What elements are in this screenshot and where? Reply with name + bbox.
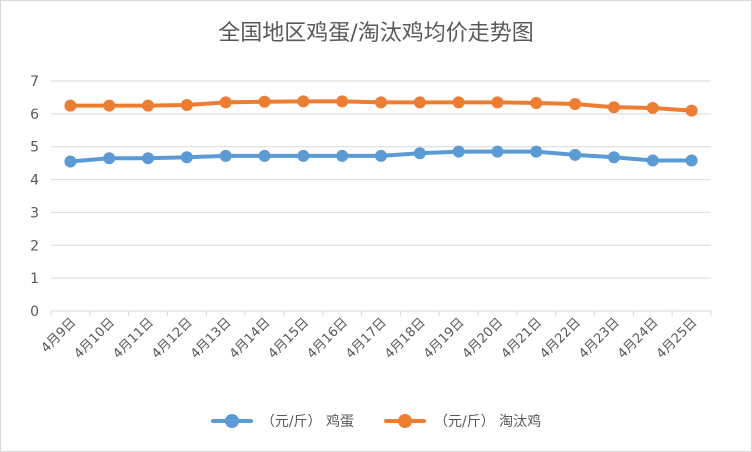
legend-item-hen: （元/斤） 淘汰鸡: [384, 411, 541, 431]
data-point-0-3: [180, 151, 193, 164]
chart-legend: （元/斤） 鸡蛋 （元/斤） 淘汰鸡: [1, 411, 751, 431]
data-point-1-2: [142, 99, 155, 112]
data-point-1-8: [375, 96, 387, 109]
y-tick-label: 7: [30, 74, 39, 90]
y-tick-label: 1: [30, 271, 39, 287]
x-tick-label: 4月12日: [149, 315, 196, 362]
legend-item-egg: （元/斤） 鸡蛋: [210, 411, 354, 431]
data-point-1-4: [219, 96, 232, 109]
data-point-0-12: [530, 145, 543, 158]
legend-label-egg: （元/斤） 鸡蛋: [260, 414, 354, 430]
x-tick-label: 4月14日: [227, 315, 274, 362]
data-point-1-7: [336, 95, 349, 108]
data-point-0-1: [103, 152, 116, 165]
data-point-1-0: [64, 99, 77, 112]
x-tick-label: 4月21日: [499, 315, 546, 362]
data-point-0-15: [646, 154, 659, 167]
x-tick-label: 4月16日: [304, 315, 351, 362]
data-point-0-4: [219, 149, 232, 162]
x-tick-label: 4月18日: [382, 315, 429, 362]
data-point-1-6: [297, 95, 310, 108]
legend-swatch-hen: [384, 414, 426, 428]
data-point-0-16: [685, 154, 698, 167]
data-point-1-3: [180, 98, 193, 111]
y-tick-label: 3: [30, 205, 39, 221]
data-point-0-2: [142, 152, 155, 165]
data-point-1-12: [530, 97, 543, 110]
data-point-0-13: [569, 148, 582, 161]
y-tick-label: 2: [30, 238, 39, 254]
data-point-0-9: [413, 147, 426, 160]
x-tick-label: 4月19日: [421, 315, 468, 362]
x-tick-label: 4月13日: [188, 315, 235, 362]
x-tick-label: 4月20日: [460, 315, 507, 362]
data-point-0-6: [297, 149, 310, 162]
chart-title: 全国地区鸡蛋/淘汰鸡均价走势图: [218, 21, 534, 46]
data-point-0-5: [258, 149, 271, 162]
legend-swatch-egg: [210, 414, 253, 428]
x-tick-label: 4月17日: [343, 315, 390, 362]
data-point-1-11: [491, 96, 504, 109]
x-tick-label: 4月24日: [615, 315, 662, 362]
x-tick-label: 4月22日: [537, 315, 584, 362]
data-point-1-10: [452, 96, 465, 109]
data-point-0-10: [452, 145, 465, 158]
data-point-0-0: [64, 155, 77, 168]
data-point-0-8: [375, 149, 387, 162]
x-tick-label: 4月23日: [576, 315, 623, 362]
y-tick-label: 6: [30, 107, 39, 123]
data-point-1-15: [646, 101, 659, 114]
y-tick-label: 0: [30, 304, 39, 320]
data-point-1-16: [685, 104, 698, 117]
data-point-1-14: [607, 101, 620, 114]
data-point-1-13: [569, 98, 582, 110]
x-tick-label: 4月11日: [110, 315, 157, 362]
y-tick-label: 5: [30, 140, 39, 156]
y-tick-label: 4: [30, 173, 39, 189]
data-point-1-1: [103, 99, 116, 112]
data-point-1-9: [413, 96, 426, 109]
data-point-0-14: [607, 151, 620, 164]
x-tick-label: 4月15日: [266, 315, 313, 362]
x-tick-label: 4月10日: [72, 315, 119, 362]
data-point-0-7: [336, 149, 349, 162]
x-tick-label: 4月25日: [654, 315, 701, 362]
legend-label-hen: （元/斤） 淘汰鸡: [434, 414, 542, 430]
data-point-1-5: [258, 95, 271, 108]
data-point-0-11: [491, 145, 504, 158]
